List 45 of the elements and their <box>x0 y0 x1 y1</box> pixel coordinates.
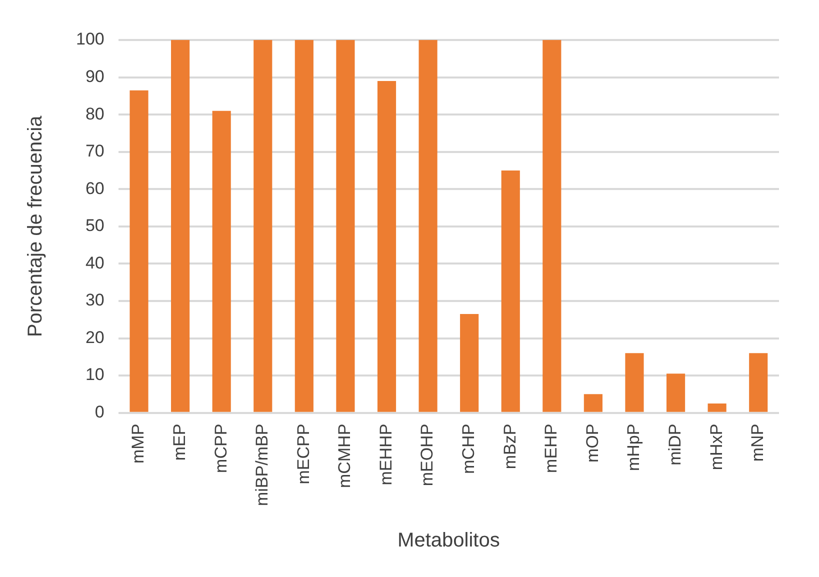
x-tick-label: mNP <box>748 424 768 462</box>
bar <box>336 40 355 412</box>
y-tick-label: 40 <box>85 253 104 272</box>
x-tick-label: mOP <box>582 424 602 463</box>
x-tick-label: mCPP <box>211 424 230 473</box>
x-tick-label: miDP <box>665 424 684 466</box>
x-axis-title: Metabolitos <box>398 530 500 552</box>
bar <box>254 40 272 412</box>
bar <box>625 353 644 412</box>
bar <box>708 404 726 412</box>
y-tick-label: 70 <box>85 142 104 161</box>
x-tick-label: mHxP <box>706 424 726 470</box>
y-tick-label: 0 <box>94 402 104 422</box>
y-tick-label: 60 <box>85 178 104 198</box>
bar <box>749 353 768 412</box>
x-tick-label: mEHP <box>542 424 561 473</box>
x-tick-label: mEP <box>170 424 189 461</box>
y-tick-label: 10 <box>85 365 104 384</box>
x-tick-label: miBP/mBP <box>252 424 272 506</box>
bar <box>171 40 190 412</box>
y-tick-label: 80 <box>85 104 104 124</box>
y-axis-title: Porcentaje de frecuencia <box>24 114 47 338</box>
y-tick-label: 100 <box>76 30 104 49</box>
y-tick-label: 30 <box>85 290 104 310</box>
x-tick-label: mHpP <box>624 424 644 472</box>
bar <box>542 40 562 412</box>
x-tick-label: mEOHP <box>418 424 437 486</box>
y-tick-label: 90 <box>85 66 104 86</box>
bar <box>666 374 686 412</box>
x-tick-label: mECPP <box>294 424 313 484</box>
bar <box>130 90 148 412</box>
bar <box>460 314 479 412</box>
bar <box>584 394 602 412</box>
bar <box>418 40 438 412</box>
x-tick-label: mEHHP <box>376 424 396 486</box>
bar <box>501 170 520 412</box>
x-tick-label: mCMHP <box>335 424 354 488</box>
bar <box>377 81 396 412</box>
bar <box>212 110 231 412</box>
x-tick-label: mCHP <box>459 424 478 474</box>
x-tick-label: mMP <box>128 424 148 464</box>
x-tick-label: mBzP <box>500 424 520 470</box>
bar <box>294 40 314 412</box>
y-tick-label: 20 <box>85 328 104 347</box>
y-tick-label: 50 <box>85 216 104 236</box>
